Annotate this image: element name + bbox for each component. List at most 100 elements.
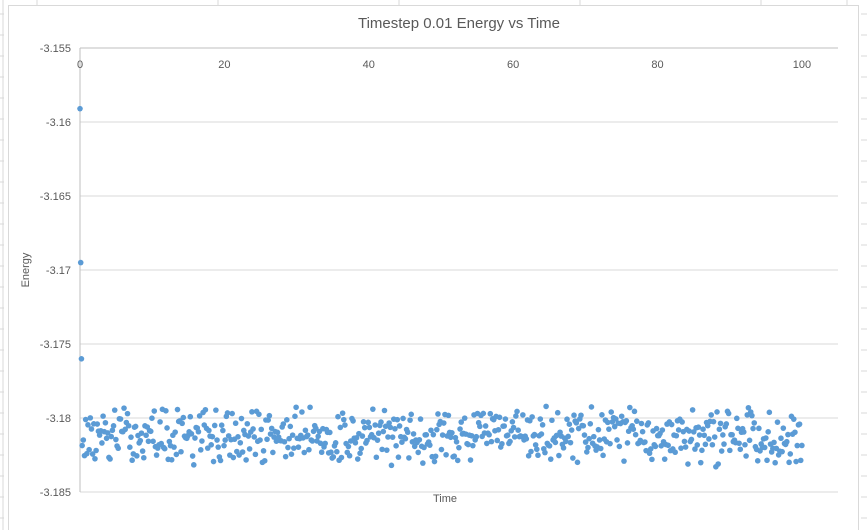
data-point <box>265 417 272 423</box>
data-point <box>510 424 517 431</box>
data-point <box>179 420 185 427</box>
data-point <box>646 450 653 457</box>
data-point <box>199 438 205 444</box>
data-point <box>563 438 569 445</box>
y-tick-label: -3.185 <box>40 487 71 499</box>
data-point <box>100 413 106 419</box>
data-point <box>385 434 391 440</box>
data-point <box>190 462 197 468</box>
data-point <box>529 414 535 420</box>
data-point <box>763 435 769 441</box>
data-point <box>301 449 308 456</box>
data-point <box>733 415 740 422</box>
data-point <box>251 434 258 440</box>
y-tick-label: -3.175 <box>40 339 71 351</box>
data-point <box>258 426 265 433</box>
data-point <box>180 414 187 421</box>
data-point <box>352 439 359 446</box>
data-point <box>583 449 590 455</box>
data-point <box>332 440 339 446</box>
data-point <box>208 442 215 448</box>
data-point <box>257 437 263 443</box>
data-point <box>797 457 804 464</box>
data-point <box>595 426 602 433</box>
data-point <box>443 451 449 458</box>
data-point <box>737 446 744 453</box>
data-point <box>457 426 463 432</box>
data-point <box>668 421 675 428</box>
data-point <box>178 448 184 455</box>
y-tick-label: -3.155 <box>40 43 71 55</box>
data-point <box>281 438 288 445</box>
data-point <box>588 404 595 410</box>
data-point <box>639 428 646 435</box>
data-point <box>153 452 160 458</box>
data-point <box>749 412 755 419</box>
chart-title: Timestep 0.01 Energy vs Time <box>357 15 561 32</box>
data-point <box>134 453 140 459</box>
data-point <box>531 431 538 438</box>
data-point <box>110 423 117 429</box>
data-point <box>395 454 402 460</box>
data-point <box>711 434 718 440</box>
x-tick-label: 0 <box>77 59 83 71</box>
data-point <box>494 437 501 444</box>
data-point <box>477 423 483 430</box>
data-point <box>431 458 438 465</box>
data-point <box>289 432 296 438</box>
data-point <box>581 432 588 438</box>
chart-object[interactable] <box>8 5 859 530</box>
data-point <box>271 434 277 440</box>
data-point <box>287 423 294 430</box>
data-point <box>686 428 692 434</box>
data-point <box>204 445 211 451</box>
data-point <box>578 412 584 419</box>
data-point <box>211 422 218 429</box>
data-point <box>124 410 131 417</box>
data-point <box>439 432 446 438</box>
data-point <box>215 444 222 450</box>
data-point <box>573 420 580 426</box>
data-point <box>387 424 394 431</box>
data-point <box>714 409 720 415</box>
data-point <box>793 458 799 465</box>
data-point <box>715 461 721 467</box>
data-point <box>710 418 717 425</box>
data-point <box>270 449 276 456</box>
data-point <box>586 435 592 442</box>
data-point <box>103 435 110 442</box>
data-point <box>515 427 521 433</box>
data-point <box>488 438 495 445</box>
data-point <box>404 429 411 436</box>
data-point <box>658 443 665 449</box>
data-point <box>410 431 417 437</box>
data-point <box>456 444 462 451</box>
data-point <box>417 416 424 422</box>
data-point <box>322 440 328 447</box>
data-point <box>735 425 741 432</box>
data-point <box>708 412 715 418</box>
data-point <box>372 422 378 428</box>
data-point <box>102 419 109 426</box>
data-point <box>370 406 376 412</box>
data-point-transient <box>77 259 84 266</box>
data-point <box>627 404 633 411</box>
data-point <box>796 421 803 427</box>
data-point <box>221 442 227 449</box>
data-point <box>740 429 747 435</box>
data-point <box>678 445 684 451</box>
data-point <box>195 428 202 435</box>
data-point <box>504 432 511 438</box>
data-point <box>335 413 341 420</box>
data-point <box>338 454 345 461</box>
data-point <box>374 437 381 443</box>
data-point <box>79 442 85 449</box>
data-point <box>729 431 735 438</box>
data-point <box>416 436 423 443</box>
data-point <box>220 427 226 434</box>
data-point <box>604 419 611 426</box>
data-point <box>108 433 115 440</box>
data-point <box>556 452 562 459</box>
y-tick-label: -3.16 <box>46 117 71 129</box>
data-point <box>164 425 170 431</box>
